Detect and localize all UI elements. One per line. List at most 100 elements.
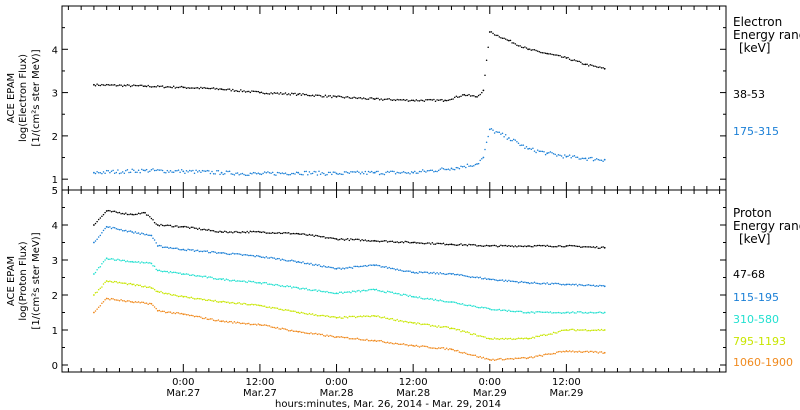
data-point-175-315 [225,170,228,172]
data-point-38-53 [544,52,547,55]
data-point-38-53 [586,63,588,65]
data-point-38-53 [157,84,159,87]
data-point-38-53 [385,98,387,101]
data-point-47-68 [530,245,533,248]
data-point-115-195 [104,227,106,230]
data-point-175-315 [160,169,162,171]
data-point-795-1193 [441,326,443,328]
electron-ylabel-line-3: [1/(cm²s ster MeV)] [31,49,42,146]
data-point-115-195 [458,274,461,276]
data-point-175-315 [573,154,576,157]
data-point-38-53 [224,88,226,91]
data-point-115-195 [180,249,183,251]
data-point-47-68 [212,229,215,232]
data-point-795-1193 [528,337,531,340]
data-point-38-53 [540,51,542,54]
data-point-1060-1900 [367,339,370,342]
data-point-175-315 [147,171,149,173]
data-point-175-315 [152,168,154,170]
data-point-1060-1900 [473,354,475,357]
data-point-175-315 [238,173,240,176]
data-point-115-195 [568,283,571,286]
data-point-795-1193 [527,337,529,340]
data-point-1060-1900 [179,313,181,315]
data-point-175-315 [248,174,250,176]
data-point-115-195 [517,281,520,284]
data-point-310-580 [487,307,489,310]
data-point-795-1193 [595,329,598,332]
data-point-38-53 [407,100,410,102]
data-point-115-195 [388,266,390,269]
data-point-38-53 [417,100,419,102]
data-point-175-315 [442,167,445,170]
data-point-175-315 [532,147,534,149]
data-point-38-53 [118,84,121,86]
data-point-310-580 [391,291,394,294]
data-point-795-1193 [110,280,113,283]
data-point-795-1193 [334,316,336,318]
data-point-310-580 [449,301,451,303]
data-point-1060-1900 [388,342,390,344]
data-point-175-315 [436,170,438,173]
data-point-310-580 [402,293,405,296]
data-point-795-1193 [195,298,197,300]
data-point-1060-1900 [190,314,193,317]
data-point-175-315 [378,173,381,176]
data-point-175-315 [251,173,253,175]
data-point-795-1193 [565,329,568,331]
data-point-38-53 [342,96,344,99]
data-point-795-1193 [508,337,510,340]
data-point-38-53 [431,99,434,101]
data-point-1060-1900 [185,314,188,316]
data-point-1060-1900 [303,332,306,334]
data-point-1060-1900 [584,350,587,353]
data-point-310-580 [137,261,140,263]
data-point-795-1193 [474,333,477,335]
data-point-175-315 [171,171,173,173]
data-point-1060-1900 [477,356,480,359]
data-point-795-1193 [271,306,274,309]
data-point-795-1193 [208,298,210,301]
data-point-175-315 [270,172,272,174]
data-point-47-68 [230,231,232,233]
data-point-1060-1900 [169,311,172,313]
data-point-795-1193 [275,307,277,309]
data-point-47-68 [359,240,362,242]
data-point-795-1193 [348,315,351,318]
data-point-310-580 [597,311,600,314]
data-point-175-315 [291,172,293,175]
data-point-175-315 [315,171,317,173]
data-point-175-315 [343,171,346,173]
data-point-115-195 [110,227,113,230]
data-point-175-315 [377,170,379,173]
data-point-795-1193 [418,322,421,325]
data-point-115-195 [591,284,593,287]
data-point-175-315 [431,169,434,171]
data-point-38-53 [406,98,408,101]
data-point-38-53 [437,99,440,101]
data-point-175-315 [121,171,124,173]
data-point-47-68 [227,231,229,234]
data-point-115-195 [220,252,223,254]
data-point-310-580 [318,289,320,291]
data-point-1060-1900 [461,352,464,354]
data-point-175-315 [337,173,339,175]
data-point-115-195 [327,265,330,268]
data-point-795-1193 [113,280,116,283]
data-point-795-1193 [578,329,580,331]
data-point-795-1193 [263,305,266,307]
data-point-38-53 [200,86,202,89]
data-point-115-195 [370,264,373,266]
data-point-175-315 [149,170,151,173]
data-point-795-1193 [267,306,269,309]
data-point-175-315 [423,170,426,172]
data-point-1060-1900 [263,324,266,326]
data-point-115-195 [188,248,191,251]
data-point-47-68 [203,228,205,231]
data-point-310-580 [206,276,209,279]
data-point-47-68 [399,241,402,244]
data-point-795-1193 [153,288,156,291]
data-point-1060-1900 [508,358,510,360]
data-point-310-580 [212,277,215,280]
data-point-47-68 [536,244,539,247]
